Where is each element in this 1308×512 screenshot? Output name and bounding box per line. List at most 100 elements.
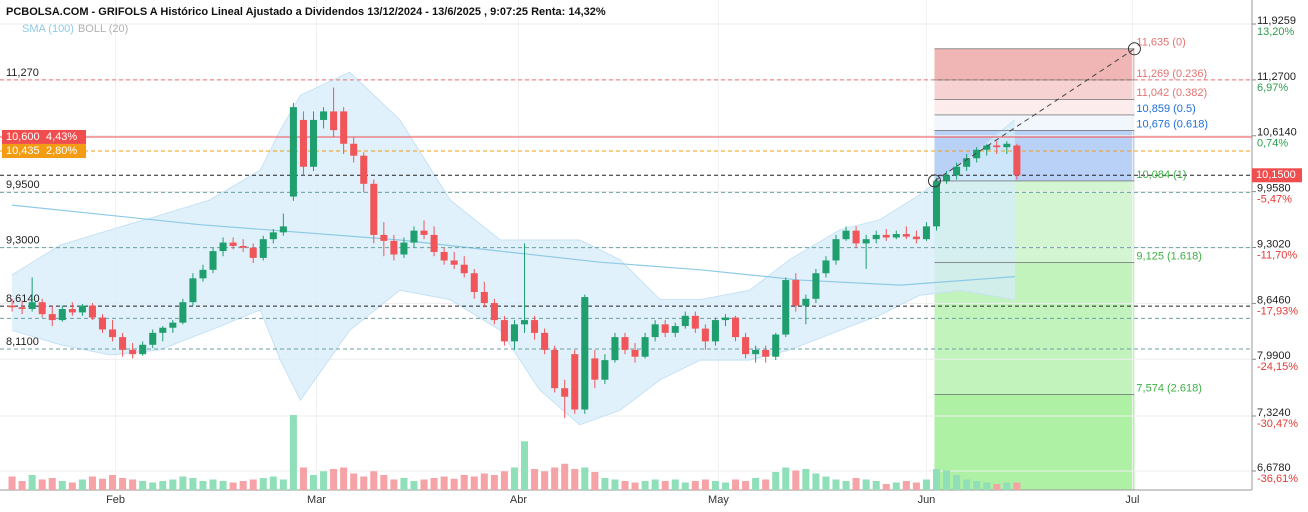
candle-body bbox=[772, 334, 780, 357]
volume-bar bbox=[621, 481, 629, 490]
legend-entry: SMA (100) bbox=[22, 23, 74, 35]
volume-bar bbox=[651, 479, 659, 490]
volume-bar bbox=[531, 469, 539, 490]
volume-bar bbox=[350, 473, 358, 490]
volume-bar bbox=[571, 469, 579, 490]
candle-body bbox=[912, 236, 920, 240]
candle-body bbox=[762, 349, 770, 357]
volume-bar bbox=[872, 481, 880, 490]
candle-body bbox=[109, 329, 117, 338]
volume-bar bbox=[299, 467, 307, 490]
volume-bar bbox=[390, 479, 398, 490]
candle-body bbox=[621, 337, 629, 350]
candle-body bbox=[330, 111, 338, 131]
candle-body bbox=[932, 181, 941, 227]
volume-bar bbox=[993, 484, 1001, 490]
candle-body bbox=[129, 349, 137, 355]
volume-bar bbox=[199, 481, 207, 490]
candle-body bbox=[440, 251, 448, 261]
candle-body bbox=[611, 337, 619, 361]
volume-bar bbox=[701, 479, 709, 490]
volume-bar bbox=[249, 479, 257, 490]
candle-body bbox=[189, 278, 197, 303]
candle-body bbox=[48, 314, 56, 321]
candle-body bbox=[631, 349, 639, 357]
candle-body bbox=[68, 309, 76, 313]
volume-bar bbox=[732, 479, 740, 490]
candle-body bbox=[902, 234, 910, 237]
volume-bar bbox=[320, 471, 328, 490]
y-pct-label: -30,47% bbox=[1257, 418, 1298, 430]
fib-zone bbox=[934, 48, 1135, 80]
legend-entry: BOLL (20) bbox=[78, 23, 128, 35]
y-tick-label: 9,3020 bbox=[1257, 238, 1291, 250]
volume-bar bbox=[932, 469, 941, 490]
y-tick-label: 9,9580 bbox=[1257, 183, 1291, 195]
candle-body bbox=[179, 302, 187, 323]
candle-body bbox=[299, 119, 307, 167]
volume-bar bbox=[561, 463, 569, 490]
volume-bar bbox=[330, 469, 338, 490]
volume-bar bbox=[721, 482, 729, 490]
volume-bar bbox=[762, 479, 770, 490]
volume-bar bbox=[983, 482, 991, 490]
candle-body bbox=[450, 260, 458, 265]
volume-bar bbox=[862, 479, 870, 490]
volume-bar bbox=[209, 479, 217, 490]
candle-body bbox=[340, 111, 348, 144]
volume-bar bbox=[661, 481, 669, 490]
volume-bar bbox=[782, 467, 790, 490]
volume-bar bbox=[822, 476, 830, 490]
volume-bar bbox=[912, 482, 920, 490]
volume-bar bbox=[691, 481, 699, 490]
candle-body bbox=[571, 354, 579, 410]
candle-body bbox=[671, 326, 679, 333]
fib-zone bbox=[934, 79, 1135, 100]
x-tick-label: Jul bbox=[1125, 494, 1139, 506]
candle-body bbox=[38, 302, 46, 315]
candle-body bbox=[742, 337, 750, 355]
candle-body bbox=[269, 232, 277, 240]
x-tick-label: Jun bbox=[918, 494, 936, 506]
volume-bar bbox=[48, 478, 56, 490]
fib-label: 10,859 (0.5) bbox=[1136, 103, 1195, 115]
candle-body bbox=[983, 145, 991, 150]
y-tick-label: 7,9900 bbox=[1257, 350, 1291, 362]
candle-body bbox=[601, 360, 609, 380]
volume-bar bbox=[1003, 482, 1011, 490]
volume-bar bbox=[239, 481, 247, 490]
fib-zone bbox=[934, 99, 1135, 115]
fib-zone bbox=[934, 114, 1135, 131]
chart-title: PCBOLSA.COM - GRIFOLS A Histórico Lineal… bbox=[6, 6, 606, 18]
candle-body bbox=[822, 260, 830, 274]
volume-bar bbox=[189, 478, 197, 490]
volume-bar bbox=[581, 467, 589, 490]
volume-bar bbox=[460, 475, 468, 490]
candle-body bbox=[852, 230, 860, 244]
volume-bar bbox=[842, 481, 850, 490]
volume-bar bbox=[119, 478, 127, 490]
candle-body bbox=[531, 320, 539, 333]
candle-body bbox=[88, 305, 96, 318]
candle-body bbox=[862, 239, 870, 244]
fib-label: 10,084 (1) bbox=[1136, 169, 1186, 181]
y-pct-label: -5,47% bbox=[1257, 194, 1292, 206]
price-tag-label: 10,1500 bbox=[1256, 169, 1296, 181]
volume-bar bbox=[269, 476, 277, 490]
y-tick-label: 6,6780 bbox=[1257, 462, 1291, 474]
candle-body bbox=[581, 297, 589, 410]
fib-zone bbox=[934, 394, 1135, 490]
candle-body bbox=[691, 315, 699, 329]
candle-body bbox=[480, 291, 488, 304]
volume-bar bbox=[641, 481, 649, 490]
candle-body bbox=[149, 332, 157, 345]
candle-body bbox=[641, 337, 649, 357]
candle-body bbox=[943, 175, 951, 182]
y-tick-label: 11,2700 bbox=[1257, 71, 1296, 83]
candle-body bbox=[380, 234, 388, 241]
bollinger-upper bbox=[11, 71, 1016, 301]
candle-body bbox=[139, 344, 147, 355]
candle-body bbox=[721, 317, 729, 321]
volume-bar bbox=[742, 481, 750, 490]
fib-label: 11,635 (0) bbox=[1136, 37, 1185, 49]
